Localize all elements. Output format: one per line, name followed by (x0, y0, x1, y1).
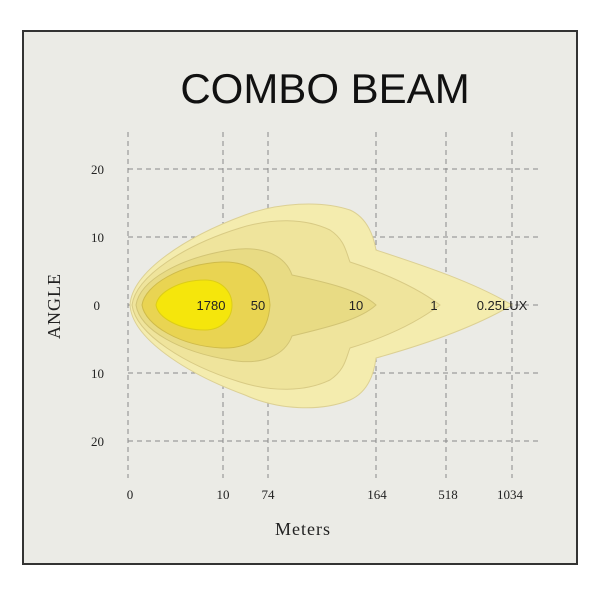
y-tick-label: 10 (91, 230, 104, 245)
lux-label-0-25: 0.25LUX (477, 298, 528, 313)
lux-label-1: 1 (430, 298, 437, 313)
x-tick-label: 1034 (497, 487, 524, 502)
y-axis-title: ANGLE (44, 273, 64, 339)
x-axis-title: Meters (275, 519, 331, 539)
x-tick-label: 0 (127, 487, 134, 502)
x-tick-label: 10 (217, 487, 230, 502)
diagram-title: COMBO BEAM (180, 65, 469, 112)
y-tick-labels: 20 10 0 10 20 (91, 162, 104, 449)
zone-1780-lux (155, 279, 233, 331)
y-tick-label: 20 (91, 434, 104, 449)
y-tick-label: 0 (94, 298, 101, 313)
lux-label-10: 10 (349, 298, 363, 313)
x-tick-label: 164 (367, 487, 387, 502)
y-tick-label: 20 (91, 162, 104, 177)
lux-label-50: 50 (251, 298, 265, 313)
y-tick-label: 10 (91, 366, 104, 381)
x-tick-label: 74 (262, 487, 276, 502)
x-tick-labels: 0 10 74 164 518 1034 (127, 487, 524, 502)
lux-labels: 1780 50 10 1 0.25LUX (197, 298, 528, 313)
x-tick-label: 518 (438, 487, 458, 502)
lux-label-1780: 1780 (197, 298, 226, 313)
beam-zones (129, 203, 513, 409)
